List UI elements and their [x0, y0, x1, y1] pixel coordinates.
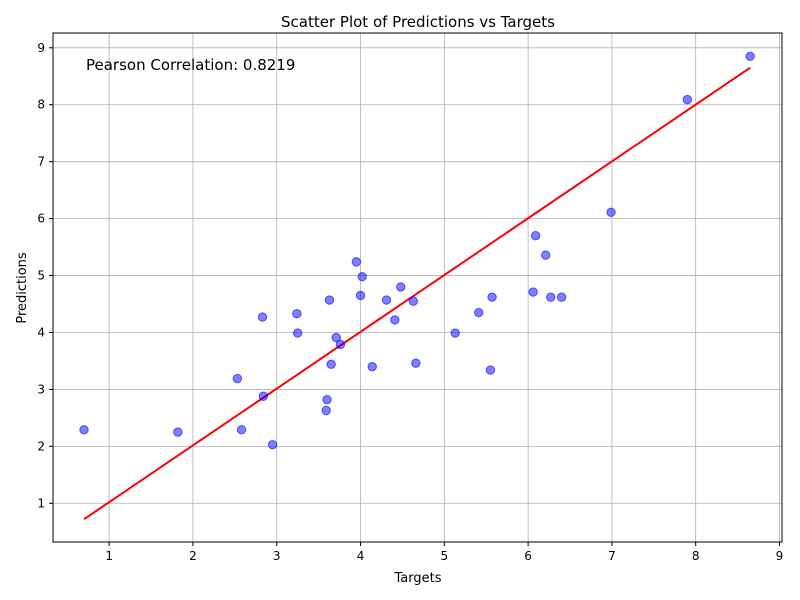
data-point	[232, 373, 243, 384]
x-tick-label: 1	[105, 549, 113, 563]
data-point	[321, 405, 331, 416]
data-point	[745, 51, 755, 62]
data-point	[267, 439, 278, 450]
data-point	[682, 94, 693, 105]
data-point	[357, 271, 367, 282]
fit-line-group	[83, 66, 751, 521]
data-point	[236, 425, 247, 435]
data-point	[258, 391, 269, 401]
data-point	[322, 394, 332, 405]
y-tick-label: 2	[37, 439, 45, 453]
data-point	[292, 308, 302, 319]
data-point	[292, 328, 303, 338]
data-point	[485, 365, 496, 375]
y-tick-label: 9	[37, 41, 45, 55]
data-point	[411, 358, 421, 368]
x-tick-label: 3	[273, 549, 281, 563]
data-point	[546, 292, 556, 302]
data-point	[367, 361, 377, 372]
data-point	[390, 315, 400, 325]
data-point	[381, 295, 392, 305]
y-tick-label: 4	[37, 325, 45, 339]
y-tick-label: 5	[37, 269, 45, 283]
x-tick-label: 4	[357, 549, 365, 563]
regression-line	[83, 66, 751, 521]
data-point	[473, 307, 484, 318]
data-point	[487, 292, 497, 302]
x-tick-label: 5	[440, 549, 448, 563]
chart-title: Scatter Plot of Predictions vs Targets	[281, 13, 555, 31]
y-tick-label: 6	[37, 212, 45, 226]
data-point	[335, 339, 346, 350]
data-point	[450, 328, 460, 338]
plot-frame	[52, 32, 783, 543]
y-tick-label: 1	[37, 496, 45, 510]
grid-lines	[53, 33, 782, 542]
pearson-correlation-annotation: Pearson Correlation: 0.8219	[86, 56, 295, 74]
data-points	[79, 51, 755, 450]
data-point	[408, 296, 419, 306]
data-point	[173, 427, 183, 437]
data-point	[355, 290, 366, 301]
x-axis-ticks: 1 2 3 4 5 6 7 8 9	[105, 542, 783, 563]
data-point	[324, 295, 335, 305]
data-point	[326, 359, 336, 370]
x-tick-label: 9	[776, 549, 784, 563]
x-tick-label: 2	[189, 549, 197, 563]
y-tick-label: 7	[37, 155, 45, 169]
y-axis-label: Predictions	[15, 252, 30, 324]
x-axis-label: Targets	[394, 571, 442, 586]
x-tick-label: 6	[524, 549, 532, 563]
data-point	[541, 250, 551, 260]
data-point	[396, 282, 406, 292]
data-point	[331, 332, 341, 343]
data-point	[606, 207, 616, 218]
y-axis-ticks: 1 2 3 4 5 6 7 8 9	[37, 41, 53, 510]
x-tick-label: 8	[692, 549, 700, 563]
data-point	[351, 257, 362, 267]
data-point	[528, 287, 538, 297]
y-tick-label: 3	[37, 382, 45, 396]
data-point	[556, 292, 567, 302]
data-point	[530, 230, 541, 241]
x-tick-label: 7	[608, 549, 616, 563]
data-point	[257, 312, 268, 322]
y-tick-label: 8	[37, 98, 45, 112]
data-point	[79, 425, 89, 435]
